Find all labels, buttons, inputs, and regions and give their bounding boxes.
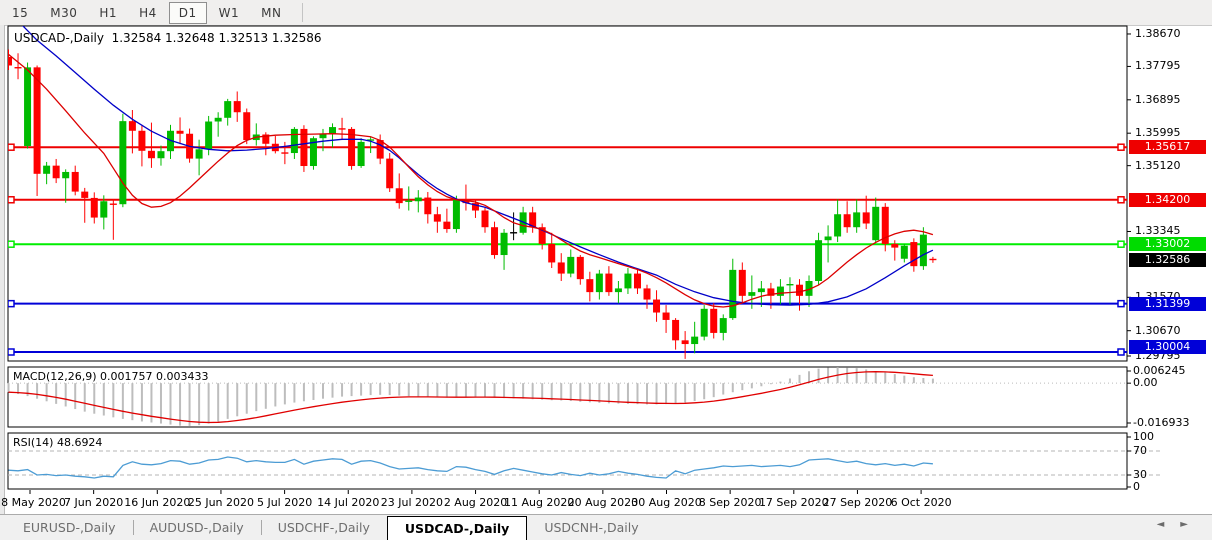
hline-handle-icon[interactable]	[1117, 240, 1125, 248]
level-price-badge: 1.33002	[1129, 237, 1206, 252]
candlesticks	[8, 49, 937, 359]
level-price-badge: 1.31399	[1129, 296, 1206, 311]
hline-handle-icon[interactable]	[8, 299, 15, 308]
symbol-tab-audusd[interactable]: AUDUSD-,Daily	[132, 515, 261, 540]
timeframe-button-h4[interactable]: H4	[139, 5, 157, 20]
date-tick-label: 25 Jun 2020	[187, 496, 255, 509]
hline-handle-icon[interactable]	[8, 143, 15, 151]
symbol-tab-usdcnh[interactable]: USDCNH-,Daily	[544, 520, 639, 535]
axis-tick-label: 1.33345	[1135, 224, 1181, 238]
level-price-badge: 1.34200	[1129, 192, 1206, 207]
symbol-tab-bar: EURUSD-,Daily AUDUSD-,Daily USDCHF-,Daily U…	[0, 514, 1212, 540]
axis-tick-label: 1.30670	[1135, 323, 1181, 337]
timeframe-button-h1[interactable]: H1	[99, 5, 118, 20]
axis-tick-label: 1.36895	[1135, 92, 1181, 106]
date-tick-label: 23 Jul 2020	[380, 496, 444, 509]
hline-handle-icon[interactable]	[1117, 143, 1125, 151]
timeframe-button-d1[interactable]: D1	[168, 1, 207, 24]
tab-scroll-right-icon[interactable]: ►	[1180, 519, 1204, 530]
rsi-line	[8, 456, 933, 479]
hline-handle-icon[interactable]	[1117, 196, 1125, 204]
ma-slow-blue-line	[22, 26, 934, 306]
hline-handle-icon[interactable]	[8, 348, 15, 356]
axis-tick-label: 1.38670	[1135, 26, 1181, 40]
date-tick-label: 16 Jun 2020	[124, 496, 191, 509]
current-price-badge: 1.32586	[1129, 252, 1206, 267]
macd-histogram	[7, 367, 934, 426]
symbol-tab-usdcad[interactable]: USDCAD-,Daily	[386, 516, 528, 540]
main-chart-layer	[8, 26, 1127, 359]
rsi-indicator-label: RSI(14) 48.6924	[13, 436, 103, 449]
main-chart-panel	[7, 25, 1128, 362]
hline-handle-icon[interactable]	[1117, 348, 1125, 356]
date-tick-label: 11 Aug 2020	[503, 496, 575, 509]
hline-handle-icon[interactable]	[1117, 299, 1125, 308]
toolbar-separator	[302, 3, 304, 22]
symbol-tab-usdchf[interactable]: USDCHF-,Daily	[260, 515, 387, 540]
hline-handle-icon[interactable]	[8, 196, 15, 204]
date-tick-label: 14 Jul 2020	[317, 496, 380, 509]
date-tick-label: 5 Jul 2020	[256, 496, 313, 509]
chart-ohlc-header: USDCAD-,Daily 1.32584 1.32648 1.32513 1.…	[14, 31, 322, 45]
date-tick-label: 6 Oct 2020	[890, 496, 952, 509]
axis-tick-label: 100	[1133, 430, 1154, 443]
hline-handle-icon[interactable]	[8, 240, 15, 248]
tab-scroll-arrows[interactable]: ◄►	[1157, 519, 1204, 530]
macd-panel	[7, 366, 1128, 428]
axis-tick-label: 0.00	[1133, 376, 1158, 390]
level-price-badge: 1.30004	[1129, 340, 1206, 354]
tab-scroll-left-icon[interactable]: ◄	[1156, 519, 1181, 530]
timeframe-button-mn[interactable]: MN	[261, 5, 282, 20]
date-tick-label: 7 Jun 2020	[64, 496, 124, 509]
date-tick-label: 30 Aug 2020	[631, 496, 702, 509]
axis-tick-label: 1.37795	[1135, 59, 1181, 73]
axis-tick-label: 30	[1133, 468, 1147, 481]
macd-signal-line	[8, 371, 933, 424]
timeframe-toolbar: 15 M30 H1 H4 D1 W1 MN	[0, 0, 1212, 26]
axis-tick-label: 0	[1133, 480, 1140, 493]
axis-tick-label: 70	[1133, 444, 1147, 457]
date-tick-label: 20 Aug 2020	[567, 496, 639, 509]
timeframe-button-m30[interactable]: M30	[50, 5, 78, 20]
date-tick-label: 2 Aug 2020	[443, 496, 508, 509]
timeframe-button-15[interactable]: 15	[12, 5, 29, 20]
timeframe-button-w1[interactable]: W1	[218, 5, 240, 20]
axis-tick-label: -0.016933	[1133, 416, 1190, 429]
window-left-edge	[0, 25, 5, 540]
ma-fast-red-line	[8, 53, 934, 308]
rsi-panel	[7, 432, 1128, 490]
axis-tick-label: 1.35120	[1135, 158, 1181, 172]
date-tick-label: 27 Sep 2020	[822, 496, 893, 509]
level-price-badge: 1.35617	[1129, 140, 1206, 155]
date-tick-label: 17 Sep 2020	[758, 496, 829, 509]
axis-tick-label: 1.35995	[1135, 126, 1181, 140]
date-tick-label: 28 May 2020	[0, 496, 66, 509]
date-tick-label: 8 Sep 2020	[698, 496, 762, 509]
macd-indicator-label: MACD(12,26,9) 0.001757 0.003433	[13, 370, 209, 383]
axis-tick-label: 0.006245	[1133, 364, 1186, 377]
symbol-tab-eurusd[interactable]: EURUSD-,Daily	[23, 520, 116, 535]
